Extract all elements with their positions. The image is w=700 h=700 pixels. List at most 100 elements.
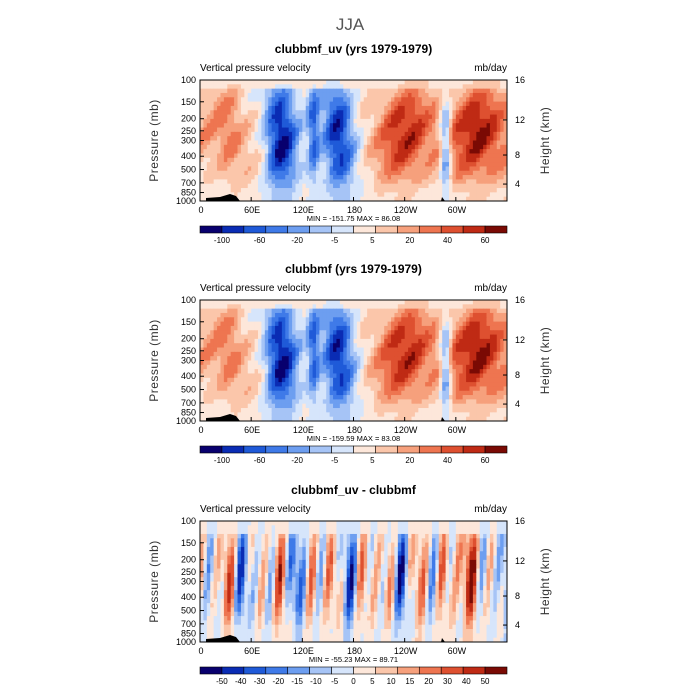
heatmap-cell [503, 105, 508, 111]
heatmap-cell [271, 84, 276, 90]
heatmap-cell [292, 179, 296, 185]
heatmap-cell [247, 325, 252, 331]
heatmap-cell [401, 386, 406, 392]
heatmap-cell [230, 304, 235, 310]
heatmap-cell [309, 300, 313, 305]
heatmap-cell [431, 188, 436, 193]
heatmap-cell [220, 317, 225, 323]
heatmap-cell [220, 105, 225, 111]
heatmap-cell [339, 399, 344, 405]
heatmap-cell [281, 408, 286, 413]
heatmap-cell [418, 127, 423, 133]
heatmap-cell [438, 80, 443, 85]
heatmap-cell [200, 188, 204, 193]
heatmap-cell [387, 144, 392, 150]
heatmap-cell [408, 123, 412, 128]
heatmap-cell [493, 312, 498, 318]
heatmap-cell [356, 325, 361, 331]
heatmap-cell [397, 382, 402, 387]
heatmap-cell [503, 330, 508, 335]
heatmap-cell [223, 399, 228, 405]
heatmap-cell [244, 338, 249, 344]
heatmap-cell [257, 140, 262, 146]
heatmap-cell [264, 304, 269, 310]
heatmap-cell [230, 80, 235, 85]
heatmap-cell [223, 300, 228, 305]
heatmap-cell [408, 408, 412, 413]
heatmap-cell [435, 403, 440, 409]
heatmap-cell [500, 84, 504, 90]
heatmap-cell [384, 304, 389, 310]
heatmap-cell [302, 334, 307, 340]
heatmap-cell [479, 110, 484, 115]
heatmap-cell [421, 308, 426, 314]
heatmap-cell [356, 304, 361, 310]
heatmap-cell [230, 364, 235, 370]
heatmap-cell [493, 179, 498, 185]
heatmap-cell [391, 373, 395, 379]
heatmap-cell [391, 183, 395, 189]
heatmap-cell [411, 408, 416, 413]
heatmap-cell [394, 412, 399, 418]
heatmap-cell [411, 312, 416, 318]
heatmap-cell [206, 105, 211, 111]
heatmap-cell [336, 308, 341, 314]
heatmap-cell [346, 351, 351, 357]
heatmap-cell [257, 114, 262, 120]
heatmap-cell [213, 343, 218, 348]
heatmap-cell [254, 162, 259, 167]
heatmap-cell [394, 149, 399, 154]
heatmap-cell [281, 308, 286, 314]
heatmap-cell [387, 157, 392, 163]
heatmap-cell [285, 144, 290, 150]
heatmap-cell [479, 347, 484, 353]
heatmap-cell [275, 170, 279, 176]
heatmap-cell [288, 399, 293, 405]
heatmap-cell [240, 330, 245, 335]
heatmap-cell [496, 157, 501, 163]
heatmap-cell [261, 166, 266, 172]
heatmap-cell [292, 330, 296, 335]
heatmap-cell [466, 105, 470, 111]
heatmap-cell [479, 88, 484, 94]
heatmap-cell [449, 312, 453, 318]
heatmap-cell [285, 118, 290, 124]
heatmap-cell [401, 360, 406, 366]
heatmap-cell [281, 157, 286, 163]
heatmap-cell [234, 140, 238, 146]
heatmap-cell [435, 196, 440, 202]
heatmap-cell [298, 304, 303, 310]
heatmap-cell [329, 84, 334, 90]
heatmap-cell [500, 162, 504, 167]
heatmap-cell [292, 131, 296, 137]
heatmap-cell [370, 127, 375, 133]
heatmap-cell [387, 140, 392, 146]
heatmap-cell [298, 338, 303, 344]
heatmap-cell [425, 390, 429, 396]
heatmap-cell [469, 360, 474, 366]
heatmap-cell [489, 123, 494, 128]
heatmap-cell [421, 183, 426, 189]
heatmap-cell [462, 351, 467, 357]
heatmap-cell [333, 153, 337, 159]
heatmap-cell [343, 157, 348, 163]
heatmap-cell [486, 92, 491, 98]
heatmap-cell [363, 360, 368, 366]
heatmap-cell [261, 338, 266, 344]
heatmap-cell [309, 369, 313, 374]
heatmap-cell [431, 321, 436, 327]
heatmap-cell [254, 408, 259, 413]
heatmap-cell [271, 382, 276, 387]
heatmap-cell [278, 162, 283, 167]
heatmap-cell [251, 144, 255, 150]
heatmap-cell [496, 364, 501, 370]
heatmap-cell [292, 386, 296, 392]
heatmap-cell [431, 88, 436, 94]
heatmap-cell [377, 127, 382, 133]
heatmap-cell [387, 118, 392, 124]
heatmap-cell [350, 144, 354, 150]
heatmap-cell [220, 338, 225, 344]
heatmap-cell [346, 304, 351, 310]
heatmap-cell [268, 312, 273, 318]
heatmap-cell [315, 312, 320, 318]
